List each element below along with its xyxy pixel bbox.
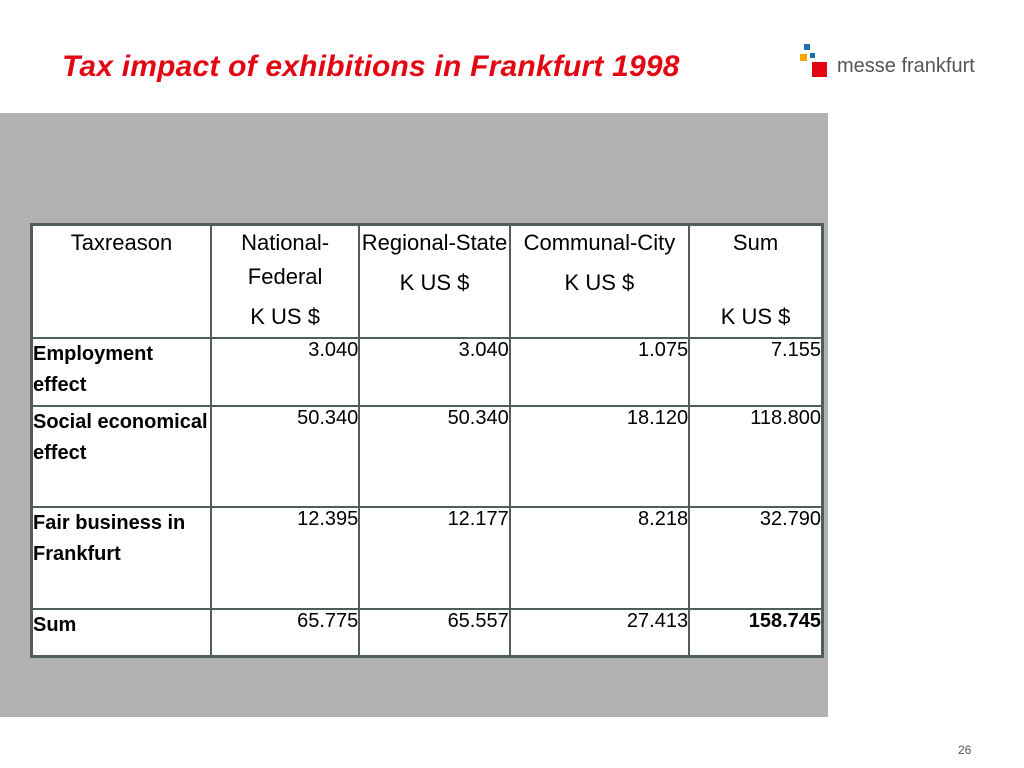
cell-regional: 50.340 [358, 404, 511, 508]
header-unit: K US $ [399, 270, 470, 295]
cell-sum: 7.155 [688, 336, 824, 407]
cell-regional: 3.040 [358, 336, 511, 407]
logo-text: messe frankfurt [837, 54, 975, 77]
cell-sum: 32.790 [688, 505, 824, 610]
slide-title: Tax impact of exhibitions in Frankfurt 1… [62, 50, 680, 83]
header-label: Sum [732, 230, 779, 255]
row-label: Employment effect [30, 336, 212, 407]
cell-national: 65.775 [209, 607, 361, 658]
header-communal-city: Communal-City K US $ [508, 223, 691, 339]
page-number: 26 [958, 743, 972, 757]
cell-national: 3.040 [209, 336, 361, 407]
cell-national: 12.395 [209, 505, 361, 610]
messe-frankfurt-logo-icon [800, 44, 830, 84]
cell-communal: 27.413 [508, 607, 691, 658]
table-row: Social economical effect 50.340 50.340 1… [30, 404, 824, 508]
cell-regional: 65.557 [358, 607, 511, 658]
row-label: Social economical effect [30, 404, 212, 508]
header-label: Communal-City [523, 230, 676, 255]
table-header-row: Taxreason National-Federal K US $ Region… [30, 223, 824, 339]
header-label: Regional-State [361, 230, 508, 255]
cell-communal: 18.120 [508, 404, 691, 508]
table-row: Fair business in Frankfurt 12.395 12.177… [30, 505, 824, 610]
header-unit: K US $ [564, 270, 635, 295]
header-label: Taxreason [70, 230, 173, 255]
header-unit: K US $ [250, 304, 320, 329]
row-label: Sum [30, 607, 212, 658]
header-label: National-Federal [241, 230, 330, 289]
header-taxreason: Taxreason [30, 223, 212, 339]
table-row-sum: Sum 65.775 65.557 27.413 158.745 [30, 607, 824, 658]
cell-regional: 12.177 [358, 505, 511, 610]
header-regional-state: Regional-State K US $ [358, 223, 511, 339]
header-national-federal: National-Federal K US $ [209, 223, 361, 339]
row-label: Fair business in Frankfurt [30, 505, 212, 610]
messe-frankfurt-logo: messe frankfurt [800, 44, 975, 84]
tax-impact-table: Taxreason National-Federal K US $ Region… [30, 223, 824, 658]
header-unit: K US $ [720, 304, 791, 329]
cell-communal: 1.075 [508, 336, 691, 407]
cell-national: 50.340 [209, 404, 361, 508]
cell-grand-total: 158.745 [688, 607, 824, 658]
header-sum: Sum K US $ [688, 223, 824, 339]
table-row: Employment effect 3.040 3.040 1.075 7.15… [30, 336, 824, 407]
cell-communal: 8.218 [508, 505, 691, 610]
cell-sum: 118.800 [688, 404, 824, 508]
